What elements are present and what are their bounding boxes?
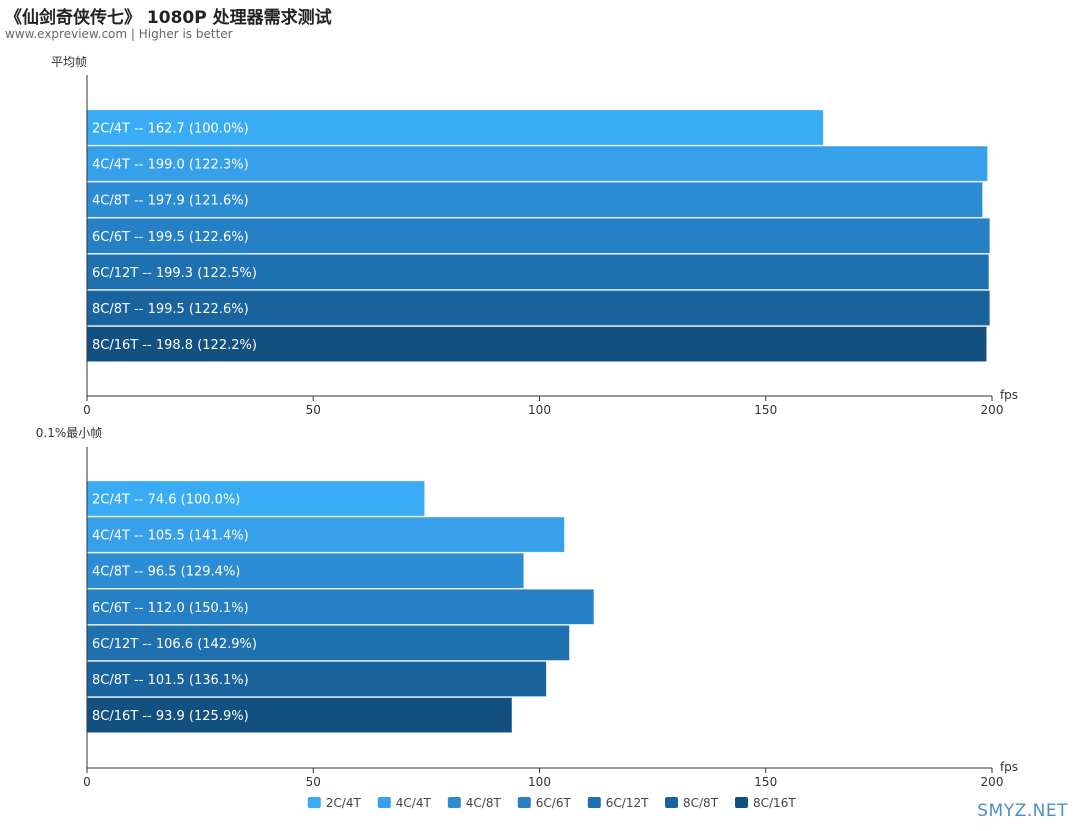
bar-label: 6C/12T -- 199.3 (122.5%)	[92, 266, 257, 281]
legend-swatch	[447, 797, 461, 808]
legend-swatch	[377, 797, 391, 808]
legend-label: 8C/16T	[753, 796, 796, 810]
x-tick-label: 150	[754, 775, 777, 789]
legend-label: 6C/6T	[536, 796, 572, 810]
bar	[86, 661, 547, 697]
bar-label: 4C/8T -- 197.9 (121.6%)	[92, 194, 249, 209]
x-tick-label: 0	[83, 775, 91, 789]
bar-label: 8C/8T -- 101.5 (136.1%)	[92, 673, 249, 688]
watermark: SMYZ.NET	[977, 801, 1068, 821]
bar	[86, 625, 570, 661]
bar	[86, 480, 425, 517]
legend-swatch	[517, 797, 531, 808]
bar-label: 4C/4T -- 199.0 (122.3%)	[92, 158, 249, 173]
bar-label: 4C/4T -- 105.5 (141.4%)	[92, 529, 249, 544]
x-axis-label: fps	[1000, 760, 1018, 774]
legend-swatch	[665, 797, 678, 808]
legend-swatch	[735, 797, 748, 808]
bar	[86, 254, 990, 290]
bar	[86, 145, 988, 182]
bar	[86, 697, 513, 733]
bar	[86, 181, 983, 218]
bar-label: 8C/16T -- 198.8 (122.2%)	[92, 338, 257, 353]
bar-label: 6C/12T -- 106.6 (142.9%)	[92, 637, 257, 652]
x-tick-label: 200	[981, 403, 1004, 417]
y-axis-label: 0.1%最小帧	[36, 426, 103, 440]
chart-title: 《仙剑奇侠传七》 1080P 处理器需求测试	[5, 8, 332, 28]
bar	[86, 516, 565, 553]
bar	[86, 589, 595, 625]
x-tick-label: 100	[528, 403, 551, 417]
x-axis-label: fps	[1000, 388, 1018, 402]
bar-label: 8C/8T -- 199.5 (122.6%)	[92, 302, 249, 317]
x-tick-label: 0	[83, 403, 91, 417]
bar	[86, 109, 824, 146]
x-tick-label: 100	[528, 775, 551, 789]
legend-swatch	[587, 797, 601, 808]
x-tick-label: 50	[306, 403, 321, 417]
x-tick-label: 150	[754, 403, 777, 417]
bar	[86, 218, 990, 254]
bar-label: 4C/8T -- 96.5 (129.4%)	[92, 565, 240, 580]
y-axis-label: 平均帧	[51, 55, 87, 69]
chart-subtitle: www.expreview.com | Higher is better	[5, 27, 233, 41]
x-tick-label: 50	[306, 775, 321, 789]
bar-label: 6C/6T -- 199.5 (122.6%)	[92, 230, 249, 245]
legend-label: 8C/8T	[683, 796, 719, 810]
legend-label: 2C/4T	[326, 796, 362, 810]
legend-swatch	[307, 797, 321, 808]
bar	[86, 290, 990, 326]
bar-label: 2C/4T -- 74.6 (100.0%)	[92, 493, 240, 508]
bar-label: 6C/6T -- 112.0 (150.1%)	[92, 601, 249, 616]
bar	[86, 326, 987, 362]
bar	[86, 552, 524, 589]
legend-label: 4C/4T	[396, 796, 432, 810]
x-tick-label: 200	[981, 775, 1004, 789]
bar-label: 2C/4T -- 162.7 (100.0%)	[92, 122, 249, 137]
legend-label: 4C/8T	[466, 796, 502, 810]
bar-label: 8C/16T -- 93.9 (125.9%)	[92, 709, 249, 724]
legend-label: 6C/12T	[606, 796, 649, 810]
